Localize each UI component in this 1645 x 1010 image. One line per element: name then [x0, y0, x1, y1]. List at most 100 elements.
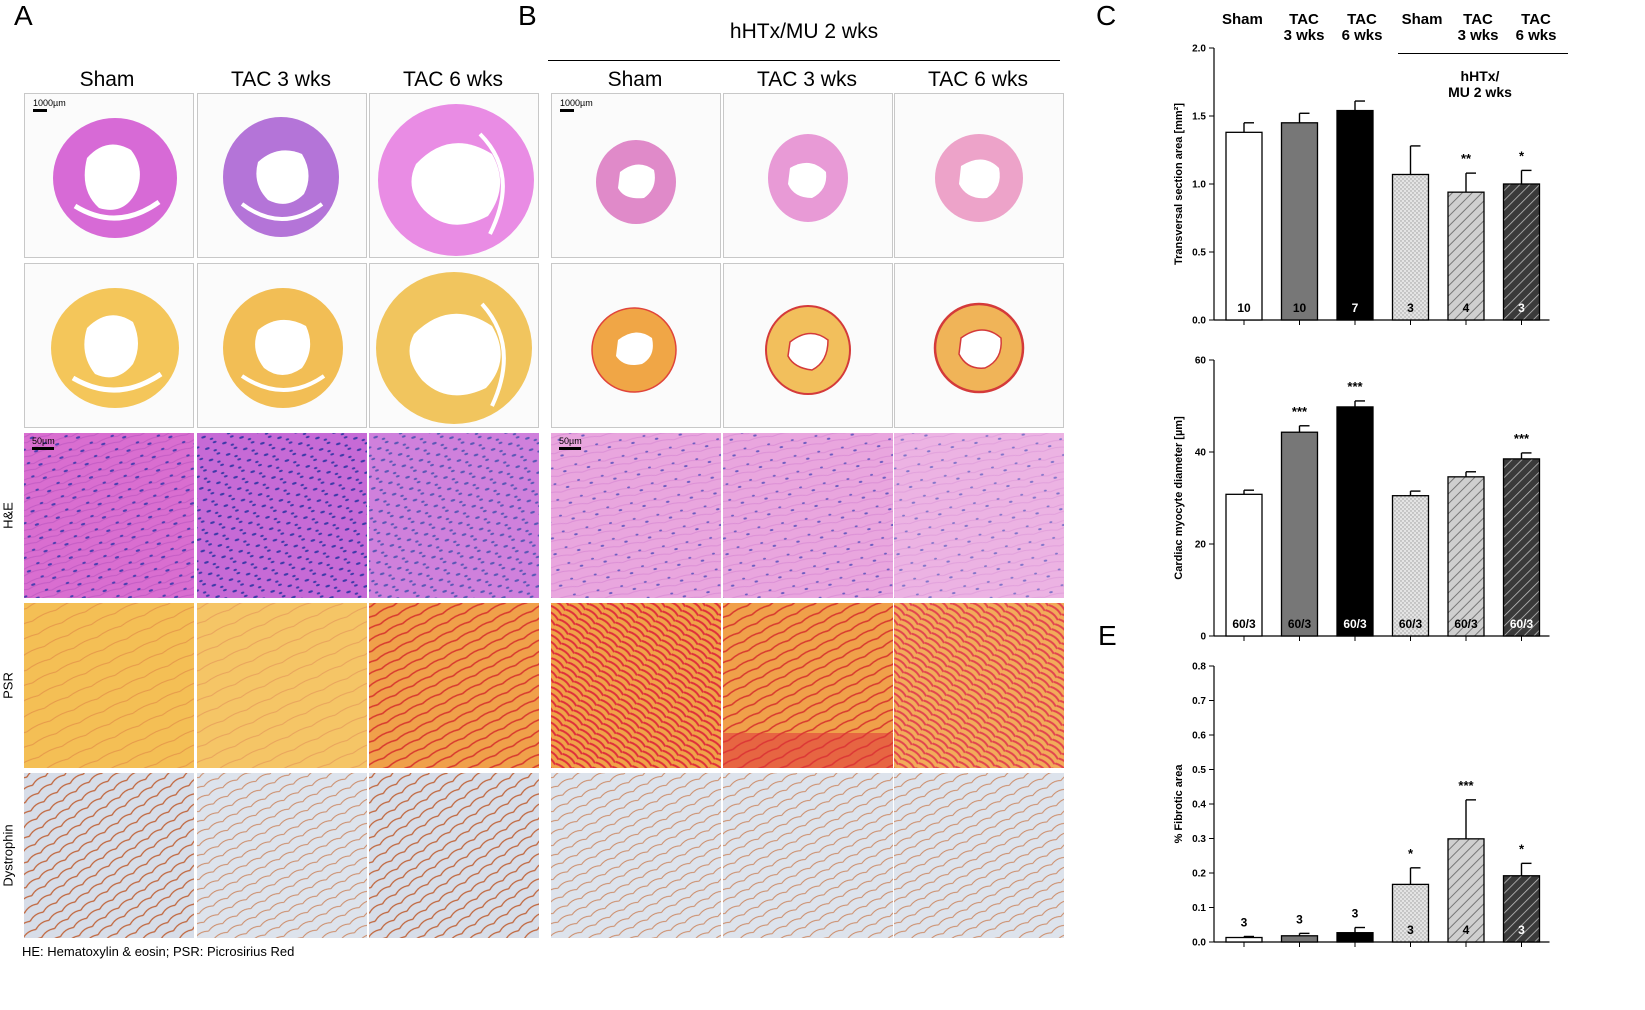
n-label: 3 — [1352, 907, 1359, 921]
bar — [1391, 173, 1430, 321]
a-tac6-psr-section — [369, 263, 539, 428]
b-tac3-psr-micro — [723, 603, 893, 768]
y-tick-label: 0.4 — [1192, 800, 1206, 811]
y-tick-label: 0 — [1200, 632, 1206, 643]
n-label: 10 — [1293, 301, 1307, 315]
row-label-psr: PSR — [0, 672, 16, 699]
chart-2: 0 20 40 60 Cardiac myocyte diameter [µm] 60/3… — [1173, 356, 1550, 643]
y-tick-label: 0.0 — [1192, 938, 1206, 949]
bar — [1502, 458, 1541, 637]
b-he-scalebar-label: 50µm — [559, 436, 582, 446]
n-label: 3 — [1241, 915, 1248, 929]
b-tac6-dys-micro — [894, 773, 1064, 938]
b-top-scalebar-label: 1000µm — [560, 98, 593, 108]
bar — [1336, 109, 1374, 321]
chart-3: 0.0 0.1 0.2 0.3 0.4 0.5 0.6 0.7 0.8 % Fibrotic ar… — [1173, 662, 1550, 949]
n-label: 3 — [1518, 301, 1525, 315]
bar — [1502, 183, 1541, 321]
b-tac3-he-micro — [723, 433, 893, 598]
a-tac3-he-section — [197, 93, 367, 258]
bar — [1336, 406, 1374, 637]
row-label-dystrophin: Dystrophin — [0, 824, 16, 887]
a-tac3-psr-section — [197, 263, 367, 428]
n-label: 60/3 — [1343, 617, 1367, 631]
panel-b-title-rule — [548, 60, 1060, 61]
bar — [1391, 495, 1430, 637]
y-tick-label: 60 — [1195, 356, 1207, 367]
significance-marker: *** — [1514, 431, 1530, 446]
charts-svg: 0.0 0.5 1.0 1.5 2.0 Transversal section area … — [1173, 44, 1550, 949]
n-label: 3 — [1518, 923, 1525, 937]
bar — [1225, 131, 1263, 321]
bar — [1280, 431, 1319, 637]
b-sham-he-section: 1000µm — [551, 93, 721, 258]
chart-head-tac6-hhtx: TAC 6 wks — [1515, 11, 1557, 44]
chart-subgroup-rule — [1398, 53, 1568, 54]
chart-head-tac3-hhtx: TAC 3 wks — [1457, 11, 1499, 44]
b-tac3-dys-micro — [723, 773, 893, 938]
b-tac3-psr-section — [723, 263, 893, 428]
n-label: 4 — [1463, 923, 1470, 937]
chart-head-tac3: TAC 3 wks — [1283, 11, 1325, 44]
a-top-scalebar: 1000µm — [33, 98, 66, 112]
row-label-he: H&E — [0, 502, 16, 529]
chart-head-sham-hhtx: Sham — [1401, 11, 1443, 28]
panel-letter-e: E — [1098, 620, 1117, 651]
significance-marker: ** — [1461, 151, 1472, 166]
a-he-scalebar-label: 50µm — [32, 436, 55, 446]
chart-subgroup-label: hHTx/ MU 2 wks — [1448, 68, 1512, 100]
y-tick-label: 40 — [1195, 448, 1207, 459]
a-tac3-psr-micro — [197, 603, 367, 768]
n-label: 4 — [1463, 301, 1470, 315]
y-tick-label: 20 — [1195, 540, 1207, 551]
significance-marker: * — [1519, 148, 1525, 163]
footnote: HE: Hematoxylin & eosin; PSR: Picrosiriu… — [22, 944, 295, 959]
y-axis-label: % Fibrotic area — [1173, 764, 1185, 844]
significance-marker: *** — [1458, 778, 1474, 793]
bar — [1502, 875, 1541, 943]
bar — [1225, 936, 1263, 943]
n-label: 3 — [1407, 923, 1414, 937]
n-label: 60/3 — [1232, 617, 1256, 631]
col-label-a-tac3: TAC 3 wks — [231, 68, 331, 91]
y-tick-label: 2.0 — [1192, 44, 1206, 55]
y-tick-label: 1.5 — [1192, 112, 1206, 123]
n-label: 3 — [1407, 301, 1414, 315]
a-tac6-he-section — [369, 93, 539, 258]
panel-letter-a: A — [14, 0, 33, 31]
bar — [1225, 493, 1263, 637]
bar — [1280, 122, 1319, 321]
a-he-scalebar: 50µm — [32, 436, 55, 450]
a-tac6-dys-micro — [369, 773, 539, 938]
b-tac3-he-section — [723, 93, 893, 258]
y-tick-label: 0.2 — [1192, 869, 1206, 880]
a-sham-dys-micro — [24, 773, 194, 938]
col-label-b-tac6: TAC 6 wks — [928, 68, 1028, 91]
chart-1: 0.0 0.5 1.0 1.5 2.0 Transversal section area … — [1173, 44, 1550, 327]
chart-head-sham: Sham — [1222, 11, 1263, 28]
a-tac6-he-micro — [369, 433, 539, 598]
a-sham-psr-micro — [24, 603, 194, 768]
b-he-scalebar: 50µm — [559, 436, 582, 450]
a-tac6-psr-micro — [369, 603, 539, 768]
bar — [1447, 476, 1485, 637]
b-tac6-psr-micro — [894, 603, 1064, 768]
b-sham-psr-micro — [551, 603, 721, 768]
panel-letter-c: C — [1096, 0, 1117, 31]
n-label: 7 — [1352, 301, 1359, 315]
n-label: 60/3 — [1454, 617, 1478, 631]
y-tick-label: 0.1 — [1192, 903, 1206, 914]
b-top-scalebar: 1000µm — [560, 98, 593, 112]
col-label-b-sham: Sham — [607, 68, 663, 91]
n-label: 3 — [1296, 912, 1303, 926]
y-tick-label: 1.0 — [1192, 180, 1206, 191]
y-tick-label: 0.7 — [1192, 696, 1206, 707]
a-sham-psr-section — [24, 263, 194, 428]
y-tick-label: 0.5 — [1192, 248, 1206, 259]
b-sham-psr-section — [551, 263, 721, 428]
bar — [1336, 932, 1374, 943]
n-label: 60/3 — [1510, 617, 1534, 631]
a-tac3-he-micro — [197, 433, 367, 598]
significance-marker: *** — [1347, 379, 1363, 394]
b-sham-dys-micro — [551, 773, 721, 938]
